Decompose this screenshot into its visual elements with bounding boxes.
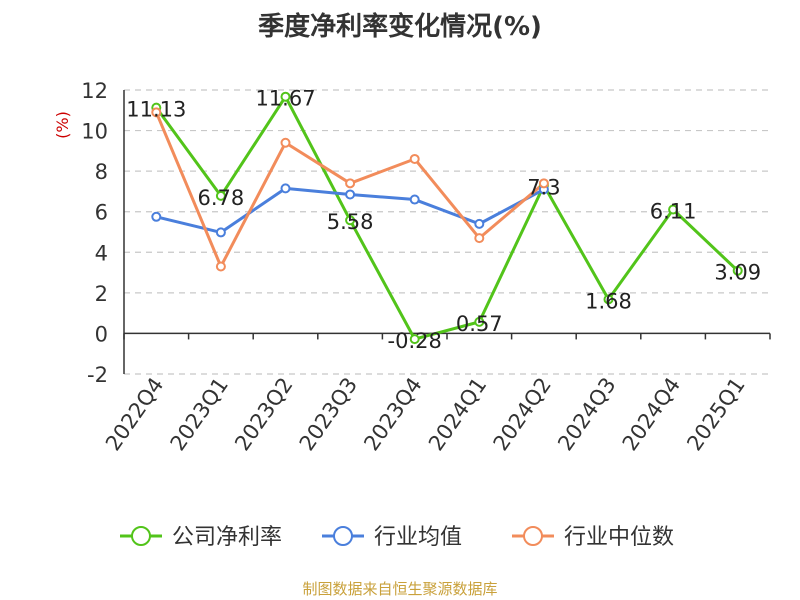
legend-item[interactable]: 行业中位数 [512,525,674,550]
data-point [345,178,356,189]
data-point [151,211,162,222]
y-axis-label-group: (%) [53,111,72,139]
data-point [215,261,226,272]
data-point [474,316,485,327]
data-point [603,294,614,305]
series-line [155,95,739,341]
legend-label: 行业均值 [374,525,462,550]
legend-marker [131,526,151,546]
data-label: 7.3 [527,175,560,199]
data-label: 1.68 [585,289,632,313]
x-tick-label: 2024Q4 [618,373,685,455]
data-point [280,137,291,148]
x-tick-label: 2023Q1 [166,373,233,455]
x-tick-label: 2024Q2 [489,373,556,455]
data-point [409,194,420,205]
data-point [151,107,162,118]
data-point [732,265,743,276]
x-tick-label: 2023Q3 [295,373,362,455]
data-point [474,218,485,229]
legend-marker [333,526,353,546]
x-tick-label: 2024Q3 [553,373,620,455]
y-tick-label: 8 [95,160,108,184]
x-tick-label: 2025Q1 [682,373,749,455]
y-axis-label: (%) [53,111,72,139]
data-label: 3.09 [714,261,761,285]
y-tick-label: 0 [95,322,108,346]
legend-item[interactable]: 公司净利率 [120,525,282,550]
data-label: -0.28 [388,329,442,353]
data-label: 6.11 [650,199,697,223]
data-point [280,91,291,102]
data-point [215,227,226,238]
legend[interactable]: 公司净利率 行业均值 行业中位数 [120,525,674,550]
x-tick-label: 2023Q2 [230,373,297,455]
y-tick-label: -2 [87,363,108,387]
y-tick-label: 2 [95,282,108,306]
data-point [215,190,226,201]
data-point [280,183,291,194]
x-tick-label: 2022Q4 [101,373,168,455]
legend-label: 公司净利率 [172,525,282,550]
x-tick-labels: 2022Q42023Q12023Q22023Q32023Q42024Q12024… [101,373,750,455]
data-label: 11.67 [255,87,315,111]
y-tick-label: 12 [81,79,108,103]
data-label: 5.58 [327,210,374,234]
axes [123,90,771,374]
data-label: 6.78 [198,186,245,210]
legend-marker [523,526,543,546]
data-labels: 11.13 6.78 11.67 5.58 -0.28 0.57 7.3 1.68 6.11 3.… [126,87,761,353]
y-tick-label: 10 [81,120,108,144]
series-points [151,91,743,345]
x-tick-label: 2023Q4 [359,373,426,455]
legend-label: 行业中位数 [564,525,674,550]
data-label: 11.13 [126,98,186,122]
data-point [538,178,549,189]
data-point [345,189,356,200]
y-tick-label: 4 [95,241,108,265]
y-tick-labels: -2 0 2 4 6 8 10 12 [81,79,108,387]
data-point [409,334,420,345]
data-point [345,215,356,226]
data-point [668,204,679,215]
data-point [409,153,420,164]
chart-title: 季度净利率变化情况(%) [258,12,542,42]
data-label: 0.57 [456,312,503,336]
data-point [474,233,485,244]
x-tick-label: 2024Q1 [424,373,491,455]
y-tick-label: 6 [95,201,108,225]
legend-item[interactable]: 行业均值 [322,525,462,550]
source-note: 制图数据来自恒生聚源数据库 [302,580,498,598]
